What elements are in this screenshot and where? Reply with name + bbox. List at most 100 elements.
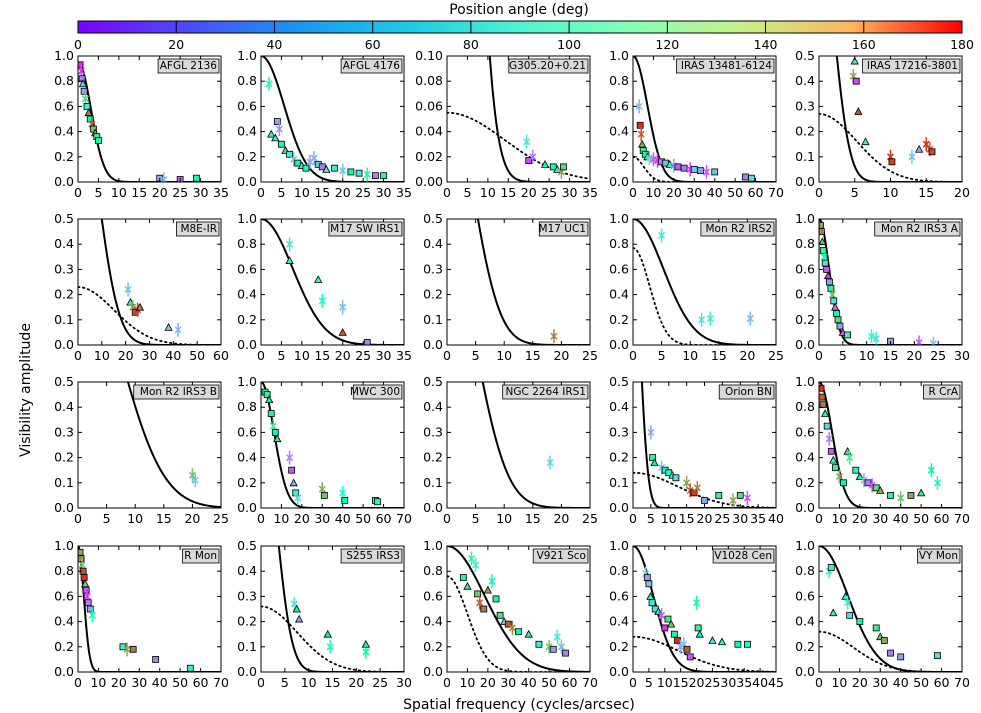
panel-title-box [700, 221, 775, 237]
data-point-triangle [323, 629, 332, 638]
x-tick-label: 25 [930, 348, 946, 363]
model-curve [819, 382, 962, 508]
x-tick-label: 0 [74, 511, 82, 526]
x-tick-label: 10 [661, 511, 677, 526]
y-tick-label: 1.0 [423, 538, 443, 553]
x-tick-label: 30 [314, 511, 330, 526]
y-tick-label: 0.0 [423, 337, 443, 352]
data-point-square [271, 428, 279, 436]
x-tick-label: 0 [443, 185, 451, 200]
panel-r-mon: 0 10 20 30 40 50 60 70 0.0 0.2 0.4 0.6 0.8 1.0 R Mon [54, 538, 229, 690]
dotted-model-curve [447, 111, 590, 180]
colorbar-tick-label: 80 [463, 37, 479, 52]
data-point-triangle [861, 137, 870, 146]
data-point-square [341, 497, 349, 504]
data-point-triangle [267, 129, 276, 138]
y-tick-label: 1.0 [795, 374, 815, 389]
data-point-cross [286, 450, 294, 465]
y-tick-label: 0.1 [54, 475, 74, 490]
data-point-square [897, 653, 905, 661]
x-tick-label: 30 [396, 675, 412, 690]
data-point-square [887, 491, 894, 499]
data-point-square [86, 605, 94, 613]
data-point-cross [844, 595, 852, 610]
data-point-square [844, 331, 851, 339]
y-tick-label: 0.4 [237, 287, 257, 302]
data-point-square [697, 167, 704, 175]
data-point-cross [825, 431, 833, 446]
x-tick-label: 20 [294, 511, 310, 526]
y-tick-label: 0.8 [237, 236, 257, 251]
x-tick-label: 25 [355, 348, 371, 363]
data-point-cross [191, 473, 199, 488]
data-point-square [840, 479, 847, 487]
panel-title: NGC 2264 IRS1 [506, 386, 586, 398]
y-tick-label: 0.1 [423, 312, 443, 327]
colorbar-tick-label: 40 [266, 37, 282, 52]
x-tick-label: 25 [213, 511, 229, 526]
data-point-cross [546, 455, 554, 470]
data-point-triangle [265, 395, 274, 404]
data-point-square [846, 611, 854, 619]
data-point-square [363, 339, 371, 345]
y-tick-label: 0.8 [795, 236, 815, 251]
x-tick-label: 50 [189, 348, 205, 363]
model-curve [633, 219, 776, 345]
x-tick-label: 25 [714, 511, 730, 526]
x-tick-label: 20 [954, 185, 970, 200]
y-tick-label: 0.8 [237, 399, 257, 414]
x-tick-label: 5 [658, 348, 666, 363]
data-point-cross [339, 163, 347, 178]
y-tick-label: 0.0 [237, 337, 257, 352]
y-tick-label: 0.0 [795, 174, 815, 189]
x-tick-label: 10 [480, 185, 496, 200]
y-tick-label: 0.0 [54, 337, 74, 352]
x-tick-label: 35 [396, 348, 412, 363]
data-point-square [672, 474, 680, 482]
y-tick-label: 0.4 [54, 236, 74, 251]
y-tick-label: 0.6 [237, 98, 257, 113]
x-tick-label: 10 [657, 675, 673, 690]
y-tick-label: 0.0 [54, 174, 74, 189]
data-point-square [661, 624, 669, 632]
data-point-square [907, 491, 915, 499]
data-point-cross [706, 311, 714, 326]
data-point-cross [553, 629, 561, 644]
data-point-square [193, 174, 200, 182]
y-tick-label: 1.0 [54, 538, 74, 553]
x-tick-label: 0 [815, 511, 823, 526]
x-tick-label: 40 [893, 511, 909, 526]
data-point-square [371, 172, 379, 180]
data-point-square [887, 649, 894, 657]
y-tick-label: 0.2 [423, 450, 443, 465]
y-tick-label: 0.5 [795, 48, 815, 63]
panel-frame [818, 545, 963, 673]
x-tick-label: 20 [335, 185, 351, 200]
y-tick-label: 1.0 [237, 48, 257, 63]
panel-m17-sw-irs1: 0 5 10 15 20 25 30 35 0.0 0.2 0.4 0.6 0.8 1.0 M17 SW I… [237, 211, 412, 363]
data-point-square [320, 491, 328, 499]
x-tick-label: 25 [172, 185, 188, 200]
x-tick-label: 15 [500, 185, 516, 200]
data-point-cross [846, 450, 854, 465]
data-point-square [674, 637, 681, 644]
x-tick-label: 5 [277, 185, 285, 200]
x-tick-label: 20 [906, 348, 922, 363]
data-point-square [819, 401, 827, 409]
panel-title-box [917, 548, 961, 564]
dotted-model-curve [819, 113, 962, 182]
x-tick-label: 20 [852, 511, 868, 526]
model-curve [261, 382, 404, 508]
x-tick-label: 25 [372, 675, 388, 690]
panel-r-cra: 0 10 20 30 40 50 60 70 0.0 0.2 0.4 0.6 0.8 1.0 R CrA [795, 374, 970, 526]
y-tick-label: 1.0 [237, 374, 257, 389]
data-point-square [928, 148, 936, 156]
colorbar-tick-label: 180 [950, 37, 974, 52]
data-point-triangle [292, 604, 301, 613]
colorbar-tick-label: 140 [754, 37, 778, 52]
data-point-square [736, 491, 744, 499]
y-tick-label: 0.0 [609, 500, 629, 515]
y-tick-label: 0.0 [609, 174, 629, 189]
x-axis-title: Spatial frequency (cycles/arcsec) [403, 697, 635, 713]
